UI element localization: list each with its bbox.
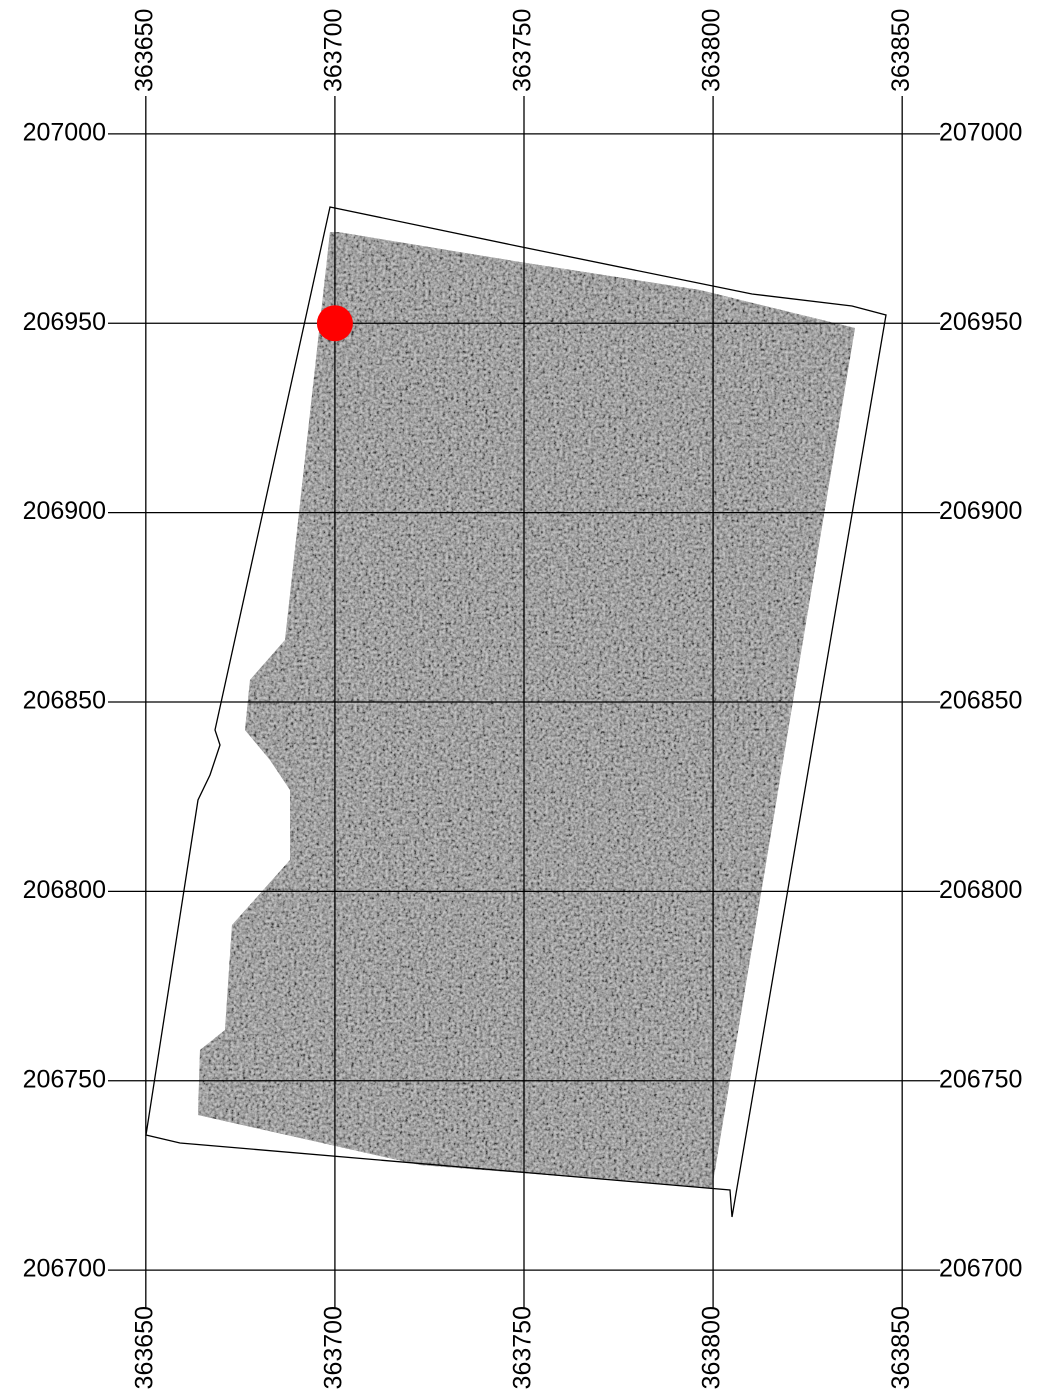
- y-tick-label: 206900: [939, 497, 1022, 525]
- x-tick-label: 363850: [887, 1306, 915, 1389]
- y-tick-label: 206900: [23, 497, 106, 525]
- y-tick-label: 207000: [939, 118, 1022, 146]
- y-tick-label: 207000: [23, 118, 106, 146]
- y-tick-label: 206850: [23, 687, 106, 715]
- y-tick-label: 206750: [23, 1065, 106, 1093]
- x-tick-label: 363650: [130, 9, 158, 92]
- y-tick-label: 206950: [23, 308, 106, 336]
- x-tick-label: 363700: [320, 9, 348, 92]
- y-tick-label: 206700: [23, 1255, 106, 1283]
- x-tick-label: 363850: [887, 9, 915, 92]
- y-tick-label: 206750: [939, 1065, 1022, 1093]
- y-tick-label: 206850: [939, 687, 1022, 715]
- x-tick-label: 363800: [698, 1306, 726, 1389]
- y-tick-label: 206800: [939, 876, 1022, 904]
- marker: [317, 305, 353, 341]
- survey-data: [190, 225, 860, 1195]
- x-tick-label: 363750: [509, 9, 537, 92]
- survey-map: 363650 363650 363700 363700 363750 363750 3638…: [0, 0, 1037, 1396]
- x-tick-label: 363750: [509, 1306, 537, 1389]
- y-tick-label: 206800: [23, 876, 106, 904]
- x-tick-label: 363800: [698, 9, 726, 92]
- y-tick-label: 206700: [939, 1255, 1022, 1283]
- x-tick-label: 363700: [320, 1306, 348, 1389]
- x-tick-label: 363650: [130, 1306, 158, 1389]
- y-tick-label: 206950: [939, 308, 1022, 336]
